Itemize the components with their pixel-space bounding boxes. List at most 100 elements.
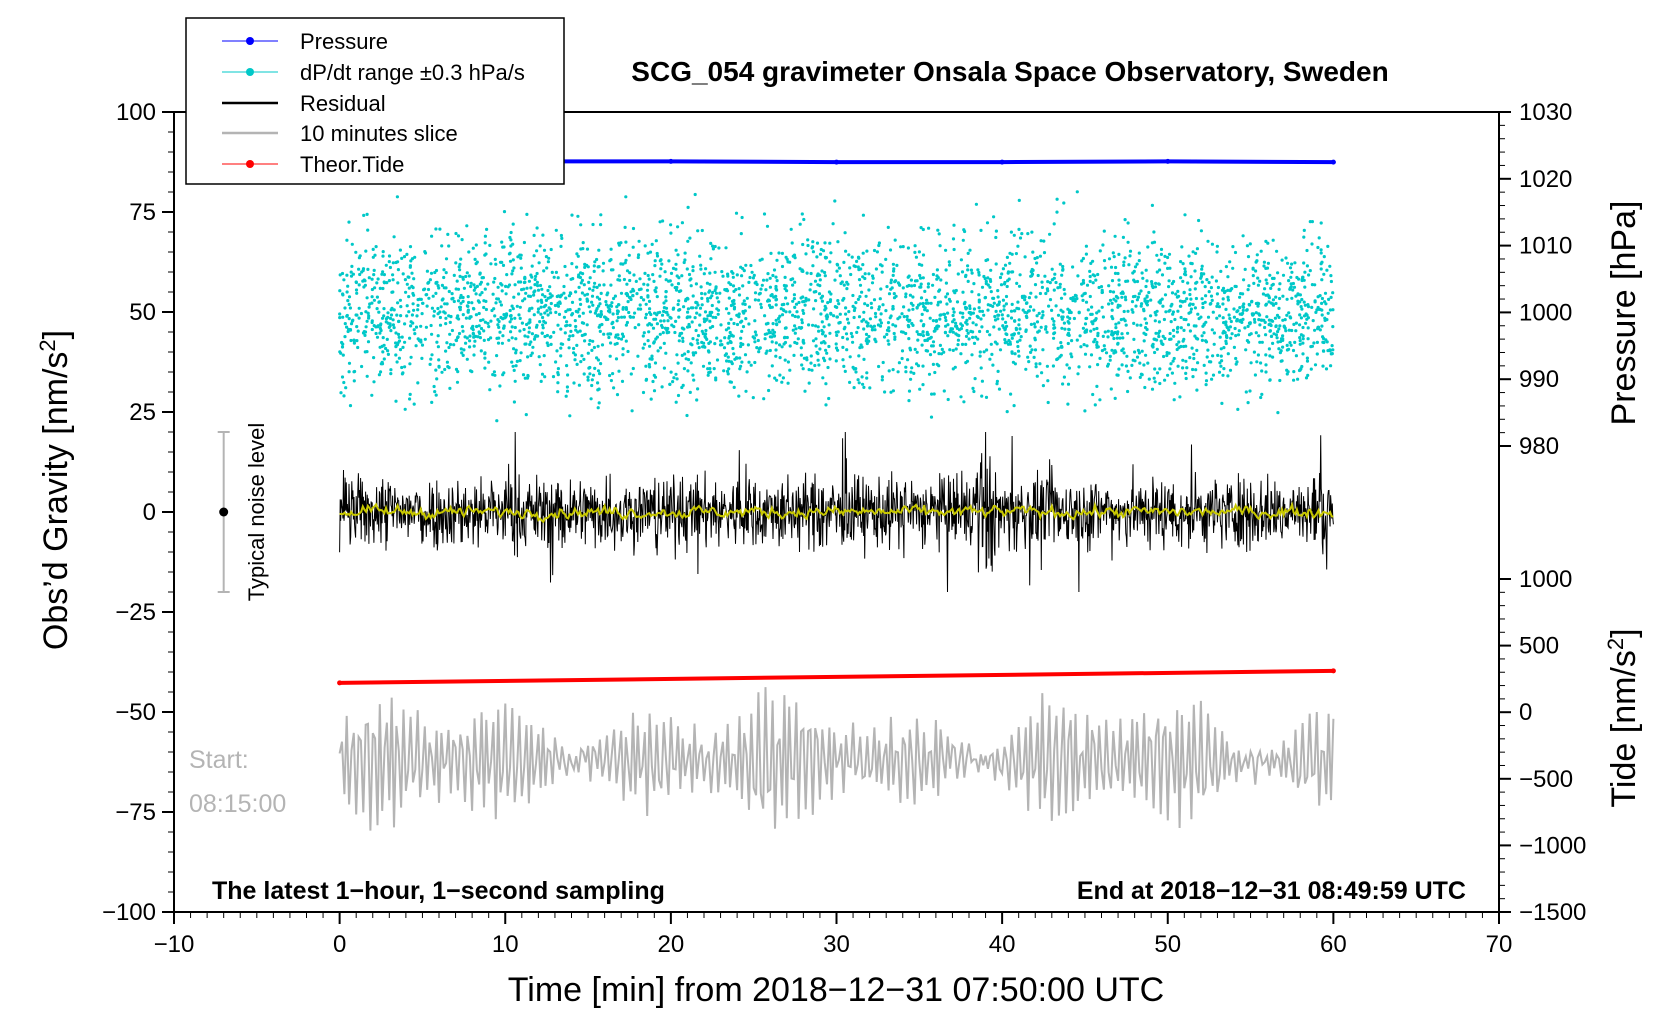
dpdt-point [953,365,957,369]
dpdt-point [774,275,778,279]
dpdt-point [1184,376,1188,381]
dpdt-point [625,282,629,286]
dpdt-point [1054,304,1058,308]
dpdt-point [593,366,597,370]
dpdt-point [1150,282,1154,286]
dpdt-point [504,312,509,316]
dpdt-point [644,302,648,306]
dpdt-point [457,265,461,269]
dpdt-point [1175,343,1179,347]
dpdt-point [515,304,519,308]
slice-line [338,687,1335,831]
dpdt-point [912,283,917,288]
dpdt-point [554,228,558,232]
dpdt-point [399,314,403,318]
dpdt-point [1267,296,1271,300]
dpdt-point [408,392,412,396]
dpdt-point [647,322,652,326]
dpdt-point [508,235,512,240]
dpdt-point [1208,302,1212,306]
dpdt-point [1301,337,1305,341]
dpdt-point [1081,281,1086,285]
dpdt-point [429,357,433,361]
dpdt-point [598,329,602,333]
dpdt-point [381,270,385,274]
pressure-tick-label: 1000 [1519,299,1572,326]
dpdt-point [700,329,704,333]
dpdt-point [617,369,621,373]
dpdt-point [669,223,673,227]
dpdt-point [565,385,570,389]
dpdt-point [1316,327,1320,331]
dpdt-point [716,312,720,316]
dpdt-point [532,233,536,237]
dpdt-point [379,370,383,374]
dpdt-point [938,313,942,317]
dpdt-point [549,301,553,306]
dpdt-point [445,341,449,345]
dpdt-point [948,299,952,303]
dpdt-point [1024,329,1028,333]
dpdt-point [537,355,541,359]
dpdt-point [440,244,444,248]
dpdt-point [835,315,839,319]
dpdt-point [578,329,582,333]
dpdt-point [648,344,652,348]
dpdt-point [1123,295,1127,299]
dpdt-point [1264,353,1268,357]
dpdt-point [689,306,694,310]
dpdt-point [465,271,469,275]
dpdt-point [599,314,603,319]
dpdt-point [1286,370,1290,374]
dpdt-point [436,334,440,338]
dpdt-point [861,263,865,267]
dpdt-point [958,311,963,315]
dpdt-point [1314,310,1318,314]
dpdt-point [603,315,607,319]
dpdt-point [1318,328,1322,332]
dpdt-point [622,315,627,319]
dpdt-point [842,296,846,301]
dpdt-point [919,333,923,337]
dpdt-point [1253,320,1257,324]
dpdt-point [1247,302,1251,307]
dpdt-point [673,330,677,335]
dpdt-point [1152,230,1156,234]
dpdt-point [680,353,684,357]
dpdt-point [1294,329,1298,333]
dpdt-point [1331,308,1335,312]
dpdt-point [891,368,895,372]
dpdt-point [579,360,583,364]
dpdt-point [919,296,924,300]
dpdt-point [1289,275,1293,279]
dpdt-point [539,379,543,383]
dpdt-point [1150,203,1154,207]
dpdt-point [688,390,692,394]
dpdt-point [1186,281,1190,285]
dpdt-point [382,307,386,311]
dpdt-point [729,340,733,345]
dpdt-point [718,343,723,347]
dpdt-point [1210,242,1214,246]
dpdt-point [562,291,566,295]
dpdt-point [413,332,417,336]
dpdt-point [1163,293,1168,297]
dpdt-point [688,278,692,282]
dpdt-point [394,353,398,357]
dpdt-point [347,295,352,299]
dpdt-point [907,325,911,329]
dpdt-point [672,376,676,380]
dpdt-point [869,324,873,328]
dpdt-point [1167,351,1171,355]
dpdt-point [1011,270,1015,274]
dpdt-point [951,348,955,352]
dpdt-point [443,302,447,306]
dpdt-point [661,331,665,335]
dpdt-point [609,247,613,251]
dpdt-point [366,340,371,344]
dpdt-point [556,301,560,305]
dpdt-point [1320,260,1324,264]
dpdt-point [716,308,721,312]
dpdt-point [1320,324,1324,328]
dpdt-point [648,307,652,311]
